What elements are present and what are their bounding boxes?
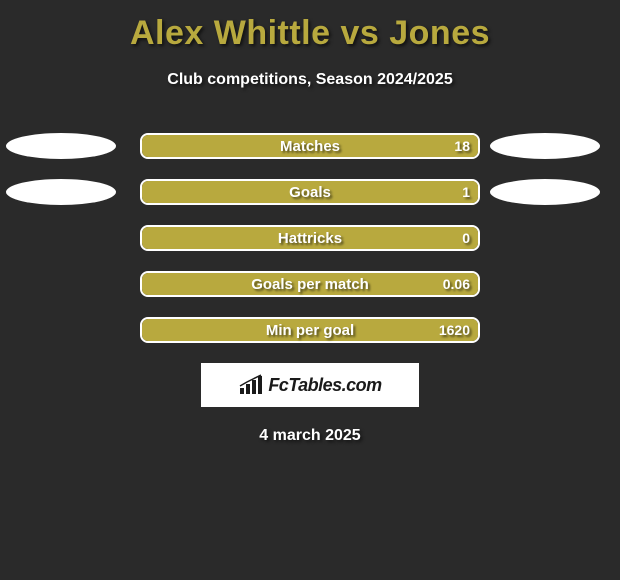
bar-track bbox=[140, 271, 480, 297]
stat-row: Goals1 bbox=[0, 179, 620, 205]
subtitle: Club competitions, Season 2024/2025 bbox=[0, 71, 620, 89]
logo-text: FcTables.com bbox=[268, 375, 381, 396]
date-text: 4 march 2025 bbox=[0, 427, 620, 445]
player-right-ellipse bbox=[490, 179, 600, 205]
bar-fill bbox=[142, 181, 478, 203]
stat-rows: Matches18 Goals1 Hattricks0 Goals per match… bbox=[0, 133, 620, 343]
logo-box: FcTables.com bbox=[201, 363, 419, 407]
bar-fill bbox=[142, 135, 478, 157]
player-left-ellipse bbox=[6, 133, 116, 159]
bar-track bbox=[140, 225, 480, 251]
bar-fill bbox=[142, 227, 478, 249]
stat-row: Min per goal1620 bbox=[0, 317, 620, 343]
stat-row: Matches18 bbox=[0, 133, 620, 159]
stat-row: Goals per match0.06 bbox=[0, 271, 620, 297]
chart-icon bbox=[238, 374, 264, 396]
player-right-ellipse bbox=[490, 133, 600, 159]
bar-fill bbox=[142, 273, 478, 295]
player-left-ellipse bbox=[6, 179, 116, 205]
stat-row: Hattricks0 bbox=[0, 225, 620, 251]
bar-track bbox=[140, 317, 480, 343]
bar-track bbox=[140, 133, 480, 159]
page-title: Alex Whittle vs Jones bbox=[0, 0, 620, 53]
bar-track bbox=[140, 179, 480, 205]
bar-fill bbox=[142, 319, 478, 341]
